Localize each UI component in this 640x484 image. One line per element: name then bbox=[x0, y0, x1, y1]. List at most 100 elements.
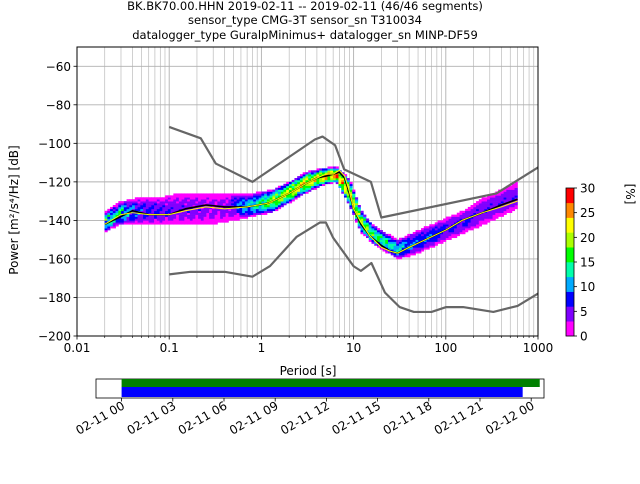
density-cell bbox=[437, 224, 441, 227]
density-cell bbox=[222, 214, 227, 217]
density-cell bbox=[184, 195, 188, 198]
density-cell bbox=[390, 235, 394, 239]
density-cell bbox=[244, 193, 249, 196]
density-cell bbox=[277, 195, 282, 198]
density-cell bbox=[280, 191, 284, 194]
density-cell bbox=[189, 195, 194, 198]
density-cell bbox=[178, 199, 183, 202]
density-cell bbox=[379, 231, 383, 235]
density-cell bbox=[159, 201, 163, 204]
density-cell bbox=[360, 218, 364, 221]
density-cell bbox=[299, 189, 304, 192]
density-cell bbox=[134, 197, 138, 200]
density-cell bbox=[426, 228, 430, 231]
density-cell bbox=[399, 239, 403, 242]
density-cell bbox=[511, 203, 515, 206]
density-cell bbox=[129, 208, 133, 212]
density-cell bbox=[415, 239, 419, 242]
density-cell bbox=[299, 178, 304, 181]
density-cell bbox=[377, 239, 381, 242]
density-cell bbox=[181, 222, 185, 225]
density-cell bbox=[280, 197, 284, 200]
density-cell bbox=[462, 214, 466, 217]
density-cell bbox=[277, 187, 282, 190]
density-cell bbox=[377, 231, 381, 235]
density-cell bbox=[349, 185, 353, 188]
density-cell bbox=[272, 201, 276, 204]
density-cell bbox=[429, 241, 433, 244]
density-cell bbox=[156, 214, 160, 217]
density-cell bbox=[357, 214, 361, 217]
colorbar-segment bbox=[566, 202, 574, 218]
density-cell bbox=[352, 203, 356, 206]
density-cell bbox=[335, 174, 339, 177]
density-cell bbox=[272, 197, 276, 200]
density-cell bbox=[509, 193, 513, 196]
density-cell bbox=[112, 226, 116, 229]
density-cell bbox=[220, 203, 224, 206]
density-cell bbox=[327, 181, 331, 185]
density-cell bbox=[478, 220, 482, 223]
density-cell bbox=[140, 199, 144, 202]
density-cell bbox=[187, 203, 191, 206]
density-cell bbox=[492, 199, 496, 202]
density-cell bbox=[272, 203, 276, 206]
density-cell bbox=[476, 226, 480, 229]
density-cell bbox=[233, 201, 238, 204]
density-cell bbox=[115, 224, 119, 227]
density-cell bbox=[118, 210, 122, 213]
density-cell bbox=[399, 237, 403, 240]
density-cell bbox=[363, 233, 367, 237]
density-cell bbox=[264, 206, 268, 210]
density-cell bbox=[184, 216, 188, 219]
density-cell bbox=[368, 224, 372, 227]
psd-used-bar bbox=[121, 387, 523, 397]
density-cell bbox=[379, 230, 383, 233]
density-cell bbox=[412, 233, 416, 237]
density-cell bbox=[242, 203, 246, 206]
density-cell bbox=[473, 212, 477, 215]
density-cell bbox=[170, 203, 174, 206]
density-cell bbox=[341, 185, 345, 188]
density-cell bbox=[473, 203, 477, 206]
density-cell bbox=[319, 168, 323, 171]
density-cell bbox=[253, 199, 257, 202]
density-cell bbox=[214, 220, 218, 223]
density-cell bbox=[443, 220, 447, 223]
density-cell bbox=[511, 187, 515, 190]
density-cell bbox=[404, 239, 408, 242]
density-cell bbox=[410, 235, 414, 239]
density-cell bbox=[319, 172, 323, 175]
density-cell bbox=[126, 220, 130, 223]
density-cell bbox=[200, 201, 205, 204]
density-cell bbox=[396, 249, 400, 252]
density-cell bbox=[429, 224, 433, 227]
density-cell bbox=[324, 179, 328, 183]
density-cell bbox=[492, 216, 496, 219]
density-cell bbox=[321, 170, 326, 173]
density-cell bbox=[476, 204, 480, 208]
density-cell bbox=[481, 204, 485, 208]
density-cell bbox=[126, 222, 130, 225]
density-cell bbox=[321, 179, 326, 183]
density-cell bbox=[258, 201, 262, 204]
density-cell bbox=[203, 220, 207, 223]
density-cell bbox=[451, 235, 455, 239]
density-cell bbox=[275, 189, 279, 192]
density-cell bbox=[143, 216, 147, 219]
density-cell bbox=[233, 216, 238, 219]
density-cell bbox=[162, 222, 166, 225]
density-cell bbox=[478, 216, 482, 219]
density-cell bbox=[434, 231, 438, 235]
density-cell bbox=[354, 197, 359, 200]
density-cell bbox=[445, 237, 449, 240]
density-cell bbox=[418, 247, 422, 250]
density-cell bbox=[250, 206, 254, 210]
density-cell bbox=[159, 220, 163, 223]
density-cell bbox=[465, 212, 469, 215]
density-cell bbox=[187, 193, 191, 196]
density-cell bbox=[247, 203, 251, 206]
density-cell bbox=[492, 197, 496, 200]
density-cell bbox=[473, 218, 477, 221]
density-cell bbox=[470, 224, 474, 227]
